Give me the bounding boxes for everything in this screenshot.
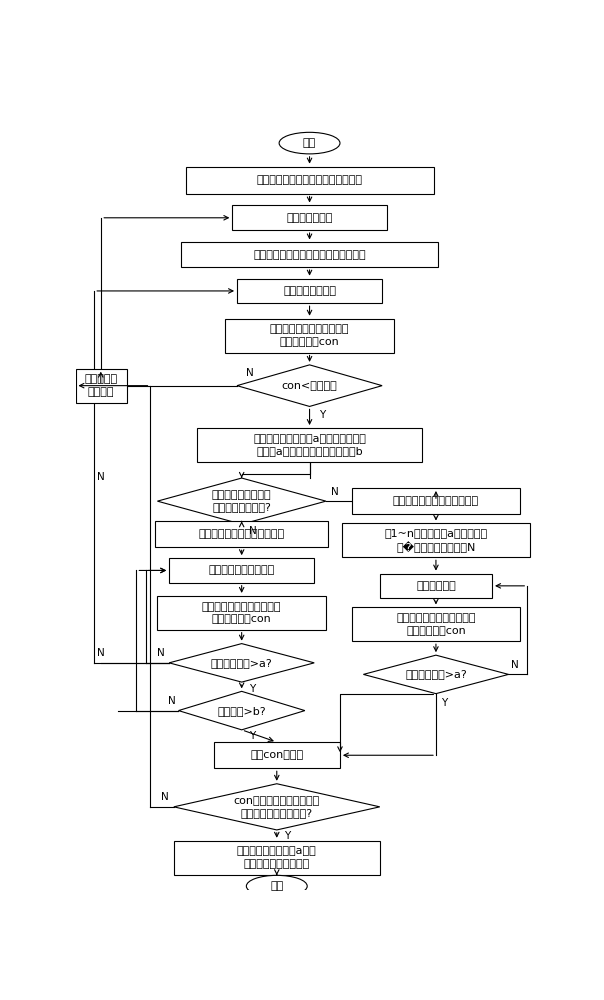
- Polygon shape: [174, 784, 380, 830]
- FancyBboxPatch shape: [352, 607, 520, 641]
- Text: N: N: [169, 696, 176, 706]
- Text: 攻击线路条数>a?: 攻击线路条数>a?: [211, 658, 272, 668]
- FancyBboxPatch shape: [380, 574, 492, 598]
- FancyBboxPatch shape: [174, 841, 380, 875]
- Text: 攻击线路条数>a?: 攻击线路条数>a?: [405, 669, 467, 679]
- FancyBboxPatch shape: [76, 369, 127, 403]
- Text: N: N: [249, 526, 257, 536]
- Polygon shape: [158, 478, 326, 524]
- Text: Y: Y: [319, 410, 325, 420]
- Text: con<预定水平: con<预定水平: [281, 381, 338, 391]
- Text: 在1~n中随机抽取a个数形成随
机�击线路的序号集合N: 在1~n中随机抽取a个数形成随 机�击线路的序号集合N: [384, 528, 487, 553]
- Text: 重新选择脆
弱性指标: 重新选择脆 弱性指标: [85, 374, 118, 397]
- Text: N: N: [97, 648, 104, 658]
- Text: N: N: [161, 792, 169, 802]
- Text: 统计系统中仍在运行的线路
的条数并计算con: 统计系统中仍在运行的线路 的条数并计算con: [270, 324, 349, 347]
- Text: N: N: [156, 648, 164, 658]
- Polygon shape: [179, 691, 305, 730]
- Polygon shape: [237, 365, 382, 406]
- Text: 得出con散点图: 得出con散点图: [250, 750, 303, 760]
- Polygon shape: [364, 655, 509, 694]
- Text: 统计系统中仍在运行的线路
的条数并计算con: 统计系统中仍在运行的线路 的条数并计算con: [202, 602, 281, 624]
- Text: 选择按照线路排序前a条线
路放入脆弱线路集合中: 选择按照线路排序前a条线 路放入脆弱线路集合中: [237, 846, 316, 869]
- Text: con散点图的变化满足导致
大停电事故发生的机理?: con散点图的变化满足导致 大停电事故发生的机理?: [234, 796, 320, 818]
- FancyBboxPatch shape: [169, 558, 314, 583]
- Text: N: N: [97, 472, 104, 482]
- Text: 记录攻击线路的条数a，并计算总线路
条数与a的比值，向下取整数记为b: 记录攻击线路的条数a，并计算总线路 条数与a的比值，向下取整数记为b: [253, 434, 366, 456]
- FancyBboxPatch shape: [197, 428, 422, 462]
- Text: 按照脆弱性指标的大小对线路进行排序: 按照脆弱性指标的大小对线路进行排序: [253, 250, 366, 260]
- FancyBboxPatch shape: [237, 279, 382, 303]
- Text: Y: Y: [249, 731, 255, 741]
- FancyBboxPatch shape: [181, 242, 439, 267]
- Text: Y: Y: [249, 684, 255, 694]
- Text: 按照顺序攻击后续线路: 按照顺序攻击后续线路: [208, 565, 275, 575]
- Ellipse shape: [246, 875, 307, 897]
- Text: 按照顺序攻击线路: 按照顺序攻击线路: [283, 286, 336, 296]
- Polygon shape: [169, 644, 314, 682]
- FancyBboxPatch shape: [342, 523, 530, 557]
- Text: 统计系统中仍在运行的线路
的条数并计算con: 统计系统中仍在运行的线路 的条数并计算con: [396, 613, 476, 636]
- Text: 读取电网数据，建立电网拓扑等效图: 读取电网数据，建立电网拓扑等效图: [257, 175, 362, 185]
- Text: N: N: [511, 660, 519, 670]
- Text: 开始: 开始: [303, 138, 316, 148]
- Ellipse shape: [279, 132, 340, 154]
- FancyBboxPatch shape: [185, 167, 434, 194]
- Text: 恢复前面攻击线路的运行状态: 恢复前面攻击线路的运行状态: [393, 496, 479, 506]
- FancyBboxPatch shape: [225, 319, 394, 353]
- FancyBboxPatch shape: [214, 742, 340, 768]
- Text: 恢复前面攻击线路的运行状态: 恢复前面攻击线路的运行状态: [199, 529, 284, 539]
- FancyBboxPatch shape: [352, 488, 520, 514]
- Text: 循环次数>b?: 循环次数>b?: [217, 706, 266, 716]
- Text: N: N: [246, 368, 254, 378]
- FancyBboxPatch shape: [158, 596, 326, 630]
- Text: Y: Y: [284, 831, 290, 841]
- Text: N: N: [330, 487, 338, 497]
- FancyBboxPatch shape: [233, 205, 387, 230]
- Text: Y: Y: [441, 698, 447, 708]
- Text: 随机攻击线路: 随机攻击线路: [416, 581, 456, 591]
- Text: 按照脆弱性指标大小
有选择的攻击线路?: 按照脆弱性指标大小 有选择的攻击线路?: [212, 490, 271, 512]
- Text: 结束: 结束: [270, 881, 283, 891]
- Text: 计算脆弱性指标: 计算脆弱性指标: [286, 213, 333, 223]
- FancyBboxPatch shape: [155, 521, 329, 547]
